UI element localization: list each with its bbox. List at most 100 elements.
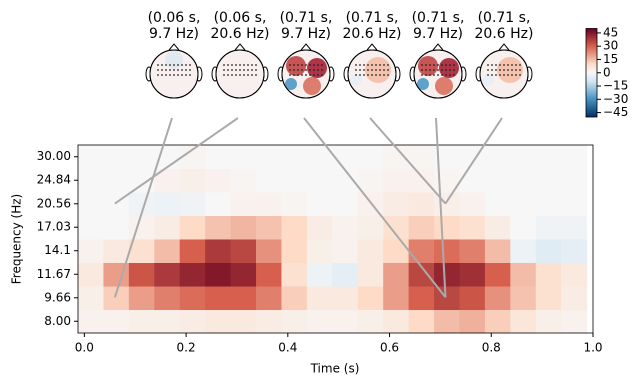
connector: [435, 117, 447, 298]
topomap-sensor: [317, 74, 319, 76]
topomap-sensor: [387, 74, 389, 76]
colorbar-tick-label: −15: [603, 79, 628, 93]
topomap-sensor: [235, 69, 237, 71]
cell: [484, 192, 511, 217]
cell: [459, 145, 486, 169]
colorbar-tick-label: 15: [603, 52, 618, 66]
topomap-sensor: [355, 74, 357, 76]
topomap-sensor: [511, 64, 513, 66]
topomap-sensor: [453, 64, 455, 66]
topomap-sensor: [367, 74, 369, 76]
topomap-sensor: [433, 69, 435, 71]
topomap-sensor: [453, 69, 455, 71]
topomap-sensor: [289, 74, 291, 76]
topomap-sensor: [425, 74, 427, 76]
colorbar-tick-label: −45: [603, 105, 628, 119]
cell: [459, 168, 486, 193]
cell: [408, 238, 435, 263]
topomap-title: 9.7 Hz): [149, 26, 199, 42]
cell: [408, 168, 435, 193]
cell: [434, 238, 460, 263]
topomap-sensor: [251, 69, 253, 71]
topomap-sensor: [499, 69, 501, 71]
cell: [179, 309, 206, 334]
cell: [306, 262, 333, 287]
topomap-sensor: [239, 69, 241, 71]
cell: [103, 215, 130, 240]
topomap-sensor: [445, 74, 447, 76]
topomap-sensor: [243, 69, 245, 71]
topomap-blob: [303, 77, 321, 95]
topomap-title: (0.71 s,: [346, 10, 399, 26]
cell: [154, 215, 181, 240]
topomap-sensor: [169, 64, 171, 66]
cell: [535, 309, 562, 334]
cell: [383, 286, 410, 311]
topomap-sensor: [367, 69, 369, 71]
topomap-outline: [479, 49, 529, 99]
topomap-sensor: [503, 69, 505, 71]
cell: [332, 238, 359, 263]
topomap-blob: [417, 78, 429, 90]
cell: [128, 262, 155, 287]
connector: [303, 117, 447, 298]
cell: [484, 262, 511, 287]
cell: [357, 286, 384, 311]
cell: [510, 168, 537, 193]
topomap-sensor: [165, 64, 167, 66]
topomap-sensor: [421, 74, 423, 76]
topomap-sensor: [223, 74, 225, 76]
topomap-sensor: [359, 69, 361, 71]
cell: [434, 145, 460, 169]
topomap-sensor: [309, 64, 311, 66]
cell: [256, 309, 282, 334]
topomap-sensor: [173, 74, 175, 76]
cell: [179, 238, 206, 263]
topomap-sensor: [429, 74, 431, 76]
topomap-blob: [286, 56, 306, 76]
topomap-sensor: [503, 64, 505, 66]
x-tick-label: 0.0: [75, 341, 94, 355]
cell: [484, 145, 511, 169]
x-tick-label: 0.8: [482, 341, 501, 355]
cell: [561, 262, 588, 287]
cell: [179, 215, 206, 240]
topomap-sensor: [429, 69, 431, 71]
cell: [535, 238, 562, 263]
topomap-sensor: [181, 74, 183, 76]
cell: [332, 309, 359, 334]
cell: [459, 215, 486, 240]
topomap-sensor: [383, 64, 385, 66]
topomap-sensor: [301, 69, 303, 71]
topomap-sensor: [519, 69, 521, 71]
cell: [179, 145, 206, 169]
topomap-sensor: [375, 64, 377, 66]
topomap-sensor: [503, 74, 505, 76]
cell: [128, 192, 155, 217]
cell: [103, 238, 130, 263]
topomap-sensor: [231, 69, 233, 71]
cell: [306, 309, 333, 334]
topomap-blob: [350, 74, 362, 86]
x-tick-label: 1.0: [583, 341, 602, 355]
cell: [205, 192, 232, 217]
topomap-sensor: [173, 69, 175, 71]
topomap-nose: [168, 43, 180, 51]
topomap-blob: [435, 77, 453, 95]
topomap-sensor: [355, 64, 357, 66]
topomap-sensor: [495, 69, 497, 71]
cell: [78, 168, 104, 193]
topomap-sensor: [239, 74, 241, 76]
topomap-sensor: [445, 64, 447, 66]
cell: [357, 145, 384, 169]
cell: [332, 286, 359, 311]
topomap-outline: [215, 49, 265, 99]
cell: [230, 192, 257, 217]
colorbar-tick-label: 45: [603, 25, 618, 39]
topomaps: [145, 43, 533, 99]
cell: [561, 145, 588, 169]
cell: [510, 192, 537, 217]
y-tick-label: 20.56: [37, 196, 71, 210]
cell: [332, 192, 359, 217]
cell: [205, 286, 232, 311]
